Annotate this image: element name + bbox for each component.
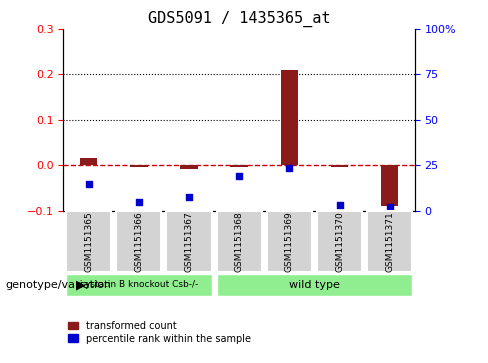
Text: GSM1151365: GSM1151365 (84, 211, 93, 272)
Bar (381, 165, 399, 206)
FancyBboxPatch shape (217, 211, 262, 272)
FancyBboxPatch shape (317, 211, 362, 272)
Text: GSM1151368: GSM1151368 (235, 211, 244, 272)
Bar (281, 70, 298, 165)
FancyBboxPatch shape (267, 211, 312, 272)
Text: GSM1151369: GSM1151369 (285, 211, 294, 272)
Bar (180, 165, 198, 169)
Bar (230, 165, 248, 167)
FancyBboxPatch shape (367, 211, 412, 272)
Legend: transformed count, percentile rank within the sample: transformed count, percentile rank withi… (68, 321, 251, 344)
Text: cystatin B knockout Csb-/-: cystatin B knockout Csb-/- (80, 281, 198, 289)
Point (84, 181, 92, 187)
Text: GSM1151367: GSM1151367 (184, 211, 193, 272)
Point (235, 172, 243, 178)
Point (285, 166, 293, 171)
FancyBboxPatch shape (217, 274, 412, 296)
Text: GDS5091 / 1435365_at: GDS5091 / 1435365_at (148, 11, 330, 27)
Point (135, 199, 142, 205)
Bar (130, 165, 147, 167)
Point (386, 204, 394, 210)
FancyBboxPatch shape (166, 211, 211, 272)
Text: GSM1151370: GSM1151370 (335, 211, 344, 272)
Text: GSM1151371: GSM1151371 (385, 211, 394, 272)
FancyBboxPatch shape (66, 274, 211, 296)
Text: ▶: ▶ (76, 278, 85, 291)
Point (336, 202, 344, 208)
FancyBboxPatch shape (66, 211, 111, 272)
Point (185, 195, 193, 200)
Bar (331, 165, 348, 167)
Bar (80, 158, 97, 165)
FancyBboxPatch shape (116, 211, 162, 272)
Text: GSM1151366: GSM1151366 (134, 211, 143, 272)
Text: wild type: wild type (289, 280, 340, 290)
Text: genotype/variation: genotype/variation (5, 280, 111, 290)
